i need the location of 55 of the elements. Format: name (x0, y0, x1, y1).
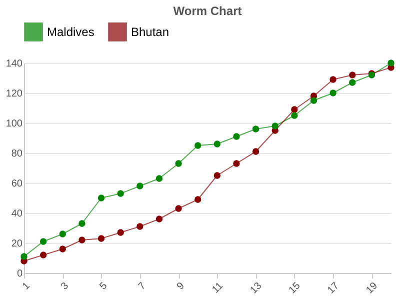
x-tick-label: 1 (20, 280, 33, 292)
point (175, 205, 182, 212)
point (388, 60, 394, 66)
point (98, 194, 105, 202)
legend-label: Bhutan (131, 24, 170, 39)
x-tick-label: 5 (98, 280, 110, 292)
point (349, 79, 356, 86)
x-tick-label: 3 (59, 280, 72, 292)
point (117, 229, 124, 236)
point (252, 126, 260, 132)
y-tick-label: 40 (11, 208, 23, 220)
point (252, 148, 260, 155)
point (98, 235, 105, 242)
point (330, 76, 336, 83)
chart-title: Worm Chart (173, 4, 242, 18)
point (156, 216, 163, 222)
point (272, 122, 278, 130)
legend-label: Maldives (47, 24, 94, 39)
point (310, 97, 318, 104)
point (291, 106, 298, 113)
point (40, 238, 47, 245)
y-tick-label: 100 (6, 118, 23, 130)
point (233, 160, 240, 167)
point (156, 175, 163, 182)
x-tick-label: 13 (248, 280, 264, 296)
point (78, 220, 86, 227)
point (194, 196, 202, 203)
y-tick-label: 140 (6, 58, 23, 70)
y-tick-label: 20 (11, 238, 23, 250)
point (78, 236, 86, 244)
x-tick-label: 7 (136, 280, 148, 292)
x-tick-label: 17 (326, 280, 342, 296)
point (175, 160, 182, 167)
point (291, 112, 298, 119)
point (330, 90, 336, 96)
point (233, 133, 240, 140)
x-tick-label: 15 (287, 280, 304, 296)
point (40, 252, 47, 258)
point (136, 182, 144, 190)
y-tick-label: 0 (16, 268, 23, 280)
y-tick-label: 80 (11, 148, 23, 160)
x-tick-label: 9 (175, 280, 188, 292)
point (59, 246, 66, 252)
point (59, 230, 66, 238)
y-tick-label: 120 (6, 88, 23, 100)
x-tick-label: 19 (364, 280, 380, 296)
x-tick-label: 11 (210, 280, 226, 296)
point (136, 223, 144, 230)
point (20, 253, 28, 260)
point (349, 72, 356, 78)
point (117, 190, 124, 197)
point (214, 140, 221, 148)
point (214, 172, 221, 179)
y-tick-label: 60 (11, 178, 23, 190)
point (194, 142, 202, 149)
